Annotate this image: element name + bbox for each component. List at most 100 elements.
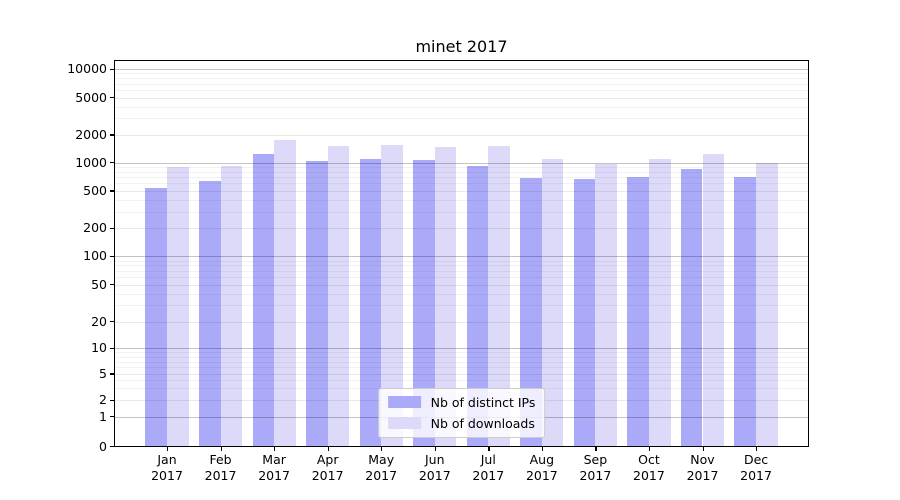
gridline-60: [114, 277, 809, 279]
y-tick-mark-20: [110, 321, 114, 323]
gridline-2000: [114, 134, 809, 136]
gridline-9000: [114, 73, 809, 75]
gridline-30: [114, 305, 809, 307]
gridline-500: [114, 190, 809, 192]
x-axis-tick-label: Jul 2017: [472, 452, 505, 484]
gridline-7000: [114, 83, 809, 85]
gridline-6: [114, 367, 809, 369]
x-axis-tick-label: Oct 2017: [633, 452, 665, 484]
y-tick-mark-500: [110, 190, 114, 192]
y-tick-mark-200: [110, 227, 114, 230]
legend: Nb of distinct IPs Nb of downloads: [377, 387, 546, 438]
gridline-100: [114, 256, 809, 258]
x-tick-mark-oct: [648, 446, 651, 451]
bar-downloads-jan: [167, 166, 189, 447]
y-axis-tick-label: 1000: [75, 154, 107, 170]
y-tick-mark-2000: [110, 134, 114, 136]
legend-item-downloads: Nb of downloads: [387, 415, 536, 432]
y-tick-mark-5000: [110, 97, 114, 99]
gridline-600: [114, 183, 809, 185]
x-tick-mark-aug: [541, 446, 544, 451]
y-axis-tick-label: 500: [83, 182, 107, 198]
bar-distinct-ips-jul: [466, 166, 489, 447]
y-axis-tick-label: 5000: [75, 89, 107, 105]
y-axis-tick-label: 100: [83, 248, 107, 264]
x-tick-mark-jun: [434, 446, 437, 451]
gridline-5: [114, 373, 809, 375]
bar-downloads-dec: [756, 163, 778, 447]
bar-downloads-mar: [274, 140, 296, 447]
bar-downloads-sep: [595, 163, 617, 447]
x-axis-tick-label: May 2017: [365, 452, 398, 484]
y-axis-tick-label: 2: [99, 392, 107, 407]
gridline-8: [114, 356, 809, 358]
gridline-1000: [114, 162, 809, 164]
bar-distinct-ips-nov: [680, 169, 703, 447]
gridline-90: [114, 260, 809, 262]
y-axis-tick-label: 10: [91, 340, 107, 356]
bar-distinct-ips-sep: [573, 179, 596, 447]
x-axis-tick-label: Jun 2017: [418, 452, 451, 484]
bar-downloads-aug: [541, 158, 564, 447]
bar-downloads-oct: [648, 158, 671, 447]
plot-area: Nb of distinct IPs Nb of downloads: [114, 60, 809, 447]
bar-distinct-ips-aug: [520, 177, 542, 447]
gridline-200: [114, 228, 809, 230]
bar-distinct-ips-apr: [306, 161, 328, 447]
x-axis-tick-label: Jan 2017: [151, 452, 183, 484]
y-axis-tick-label: 5: [99, 365, 107, 381]
y-tick-mark-5: [110, 373, 114, 375]
bar-downloads-apr: [327, 145, 350, 447]
x-tick-mark-nov: [702, 446, 704, 451]
gridline-4000: [114, 106, 809, 108]
gridline-3000: [114, 118, 809, 120]
gridline-10000: [114, 69, 809, 70]
bar-downloads-jun: [434, 147, 457, 447]
gridline-7: [114, 361, 809, 363]
gridline-40: [114, 293, 809, 295]
gridline-20: [114, 321, 809, 323]
gridline-8000: [114, 78, 809, 80]
x-tick-mark-may: [381, 446, 383, 451]
y-tick-mark-1: [110, 416, 114, 418]
gridline-80: [114, 265, 809, 267]
gridline-900: [114, 166, 809, 168]
x-axis-tick-label: Dec 2017: [740, 452, 772, 484]
bar-downloads-jul: [488, 145, 510, 447]
x-axis-tick-label: Apr 2017: [311, 452, 344, 484]
x-axis-tick-label: Sep 2017: [579, 452, 612, 484]
bar-distinct-ips-may: [359, 159, 382, 447]
legend-item-distinct-ips: Nb of distinct IPs: [387, 394, 536, 411]
x-axis-tick-label: Nov 2017: [686, 452, 719, 484]
gridline-300: [114, 211, 809, 213]
gridline-50: [114, 284, 809, 286]
x-tick-mark-jul: [488, 446, 490, 451]
gridline-6000: [114, 90, 809, 92]
y-tick-mark-0: [110, 446, 114, 448]
x-tick-mark-sep: [595, 446, 597, 451]
y-tick-mark-10: [110, 347, 114, 350]
y-tick-mark-100: [110, 255, 114, 258]
y-axis-tick-label: 200: [83, 220, 107, 236]
y-axis-tick-label: 50: [91, 276, 107, 292]
y-axis-tick-label: 0: [99, 438, 107, 454]
y-axis-tick-label: 10000: [67, 61, 107, 76]
legend-label-downloads: Nb of downloads: [430, 415, 535, 431]
chart-title: minet 2017: [415, 37, 508, 56]
legend-label-distinct-ips: Nb of distinct IPs: [430, 394, 536, 410]
legend-swatch-distinct-ips: [387, 396, 421, 408]
x-tick-mark-jan: [167, 446, 169, 451]
bar-distinct-ips-jun: [413, 160, 435, 447]
x-axis-tick-label: Feb 2017: [204, 452, 237, 484]
bar-distinct-ips-oct: [627, 177, 649, 447]
gridline-9: [114, 352, 809, 354]
y-tick-mark-10000: [110, 68, 114, 70]
y-axis-tick-label: 2000: [75, 126, 107, 142]
bar-downloads-nov: [702, 154, 725, 447]
bar-distinct-ips-dec: [734, 177, 757, 447]
gridline-400: [114, 199, 809, 201]
gridline-5000: [114, 97, 809, 99]
y-tick-mark-50: [110, 284, 114, 286]
x-tick-mark-feb: [220, 446, 222, 451]
gridline-10: [114, 348, 809, 350]
